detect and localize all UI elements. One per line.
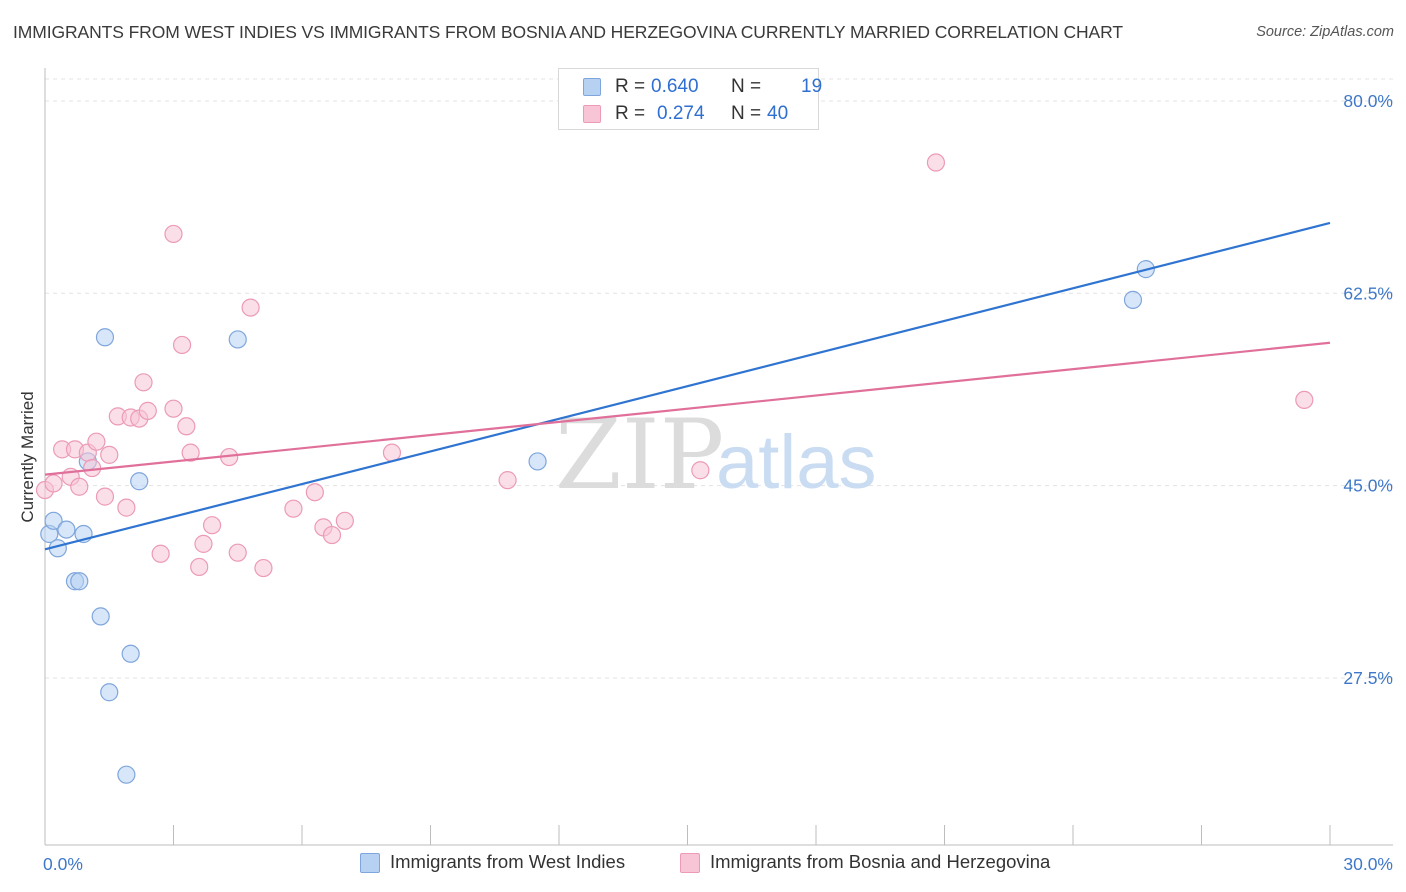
x-tick-label-max: 30.0% xyxy=(1343,854,1393,874)
chart-source: Source: ZipAtlas.com xyxy=(1256,24,1394,40)
pink-point xyxy=(164,399,183,418)
pink-point xyxy=(284,499,303,518)
pink-point xyxy=(138,401,157,420)
pink-point xyxy=(83,458,102,478)
blue-point xyxy=(528,452,547,471)
blue-point xyxy=(228,330,247,349)
legend-n-value: 19 xyxy=(801,76,823,97)
pink-point xyxy=(926,153,946,172)
pink-point xyxy=(95,487,115,506)
blue-point xyxy=(100,683,119,702)
pink-point xyxy=(44,474,63,493)
blue-point xyxy=(117,765,136,784)
pink-point xyxy=(134,373,153,392)
legend-r-value: 0.640 xyxy=(651,76,699,97)
legend-n-label: N = xyxy=(731,76,762,97)
pink-point xyxy=(164,224,183,244)
blue-point xyxy=(57,520,76,539)
legend-swatch-pink xyxy=(583,105,601,123)
legend-n-value: 40 xyxy=(767,103,789,124)
pink-point xyxy=(117,498,136,517)
blue-trend-line xyxy=(44,221,1331,551)
bottom-legend-swatch-pink xyxy=(680,853,700,873)
bottom-legend-label-west-indies: Immigrants from West Indies xyxy=(390,851,626,872)
legend-swatch-blue xyxy=(583,78,601,96)
correlation-legend: R = 0.640 N = 19 R = 0.274 N = 40 xyxy=(558,68,823,130)
pink-point xyxy=(322,525,342,545)
pink-point xyxy=(691,461,710,480)
pink-point xyxy=(151,544,170,563)
bottom-legend-label-bosnia: Immigrants from Bosnia and Herzegovina xyxy=(710,851,1051,872)
blue-point xyxy=(121,644,140,663)
bottom-legend-swatch-blue xyxy=(360,853,380,873)
y-tick-label: 45.0% xyxy=(1343,476,1393,496)
legend-n-label: N = xyxy=(731,103,762,124)
blue-point xyxy=(44,511,63,530)
pink-point xyxy=(202,516,222,535)
pink-point xyxy=(181,443,200,462)
pink-point xyxy=(498,471,517,490)
legend-r-value: 0.274 xyxy=(657,103,705,124)
y-tick-label: 80.0% xyxy=(1343,91,1393,111)
pink-point xyxy=(241,298,260,317)
watermark-atlas: atlas xyxy=(716,420,877,505)
legend-r-label: R = xyxy=(615,103,646,124)
pink-point xyxy=(228,543,247,562)
x-tick-label-min: 0.0% xyxy=(43,854,83,874)
pink-point xyxy=(305,483,324,502)
pink-point xyxy=(1295,390,1314,410)
legend-r-label: R = xyxy=(615,76,646,97)
blue-point xyxy=(95,328,115,347)
blue-point xyxy=(70,572,89,591)
pink-point xyxy=(335,511,354,530)
pink-point xyxy=(87,432,106,451)
chart-title: IMMIGRANTS FROM WEST INDIES VS IMMIGRANT… xyxy=(13,22,1123,42)
y-axis-title: Currently Married xyxy=(18,391,37,522)
pink-point xyxy=(70,477,89,496)
y-tick-label: 62.5% xyxy=(1343,283,1393,303)
blue-point xyxy=(130,472,149,491)
pink-point xyxy=(194,534,213,553)
pink-point xyxy=(190,557,209,577)
pink-point xyxy=(172,335,192,355)
blue-point xyxy=(91,607,110,626)
y-tick-label: 27.5% xyxy=(1343,668,1393,688)
watermark-zip: ZIP xyxy=(555,399,724,511)
pink-point xyxy=(100,445,119,464)
pink-point xyxy=(177,417,196,436)
pink-point xyxy=(254,558,273,578)
blue-point xyxy=(1123,290,1143,309)
pink-trend-line xyxy=(44,341,1331,476)
